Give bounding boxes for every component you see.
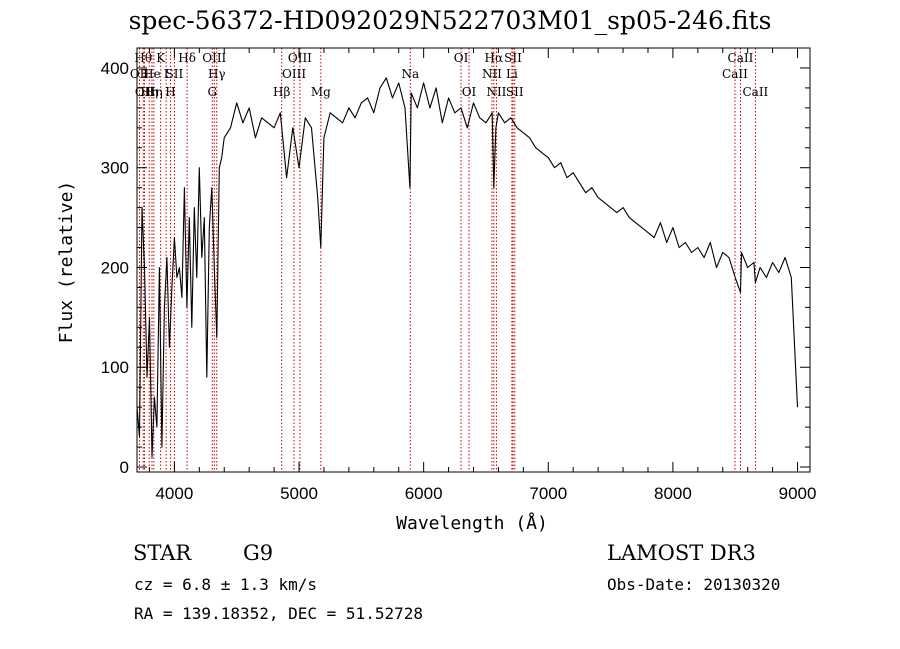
observation-date: Obs-Date: 20130320 [607,575,781,594]
line-labels: OIIHθOIIHηHeHηKIHSIIHδGOIIIHγHβOIIIOIIIM… [130,51,769,99]
line-label: OIII [288,51,312,65]
spectral-line-markers [138,48,756,472]
line-label: OII [130,67,150,81]
line-label: G [207,85,217,99]
line-label: Mg [311,85,331,99]
line-label: Hδ [178,51,196,65]
line-label: Li [506,67,518,81]
y-tick-label: 200 [101,258,129,277]
x-tick-label: 8000 [654,484,692,503]
line-label: Hη [145,85,163,99]
line-label: Hβ [273,85,290,99]
line-label: He [143,67,161,81]
line-label: SII [166,67,184,81]
line-label: Hγ [208,67,226,81]
y-tick-label: 400 [101,59,129,78]
y-tick-label: 300 [101,159,129,178]
x-tick-label: 5000 [280,484,318,503]
x-axis-ticks: 4000 5000 6000 7000 8000 9000 [148,48,817,503]
line-label: H [165,85,175,99]
plot-frame [136,47,811,473]
line-label: Hα [485,51,504,65]
x-tick-label: 6000 [405,484,443,503]
x-axis-label: Wavelength (Å) [396,512,548,534]
line-label: OII [135,85,155,99]
object-subclass: G9 [243,541,274,565]
y-tick-label: 100 [101,358,129,377]
object-class: STAR [133,541,192,565]
redshift-cz: cz = 6.8 ± 1.3 km/s [134,575,318,594]
spectrum-line [136,77,799,458]
line-label: SII [506,85,524,99]
ra-dec-coordinates: RA = 139.18352, DEC = 51.52728 [134,604,423,623]
y-axis-label: Flux (relative) [56,181,77,344]
line-label: CaII [722,67,748,81]
survey-name: LAMOST DR3 [607,541,756,565]
line-label: CaII [742,85,768,99]
x-tick-label: 9000 [779,484,817,503]
line-label: I [164,67,169,81]
line-label: Hη [140,85,158,99]
line-label: Na [401,67,419,81]
chart-title: spec-56372-HD092029N522703M01_sp05-246.f… [128,6,772,35]
line-label: K [156,51,166,65]
y-tick-label: 0 [120,458,129,477]
line-label: OIII [202,51,226,65]
line-label: CaII [728,51,754,65]
line-label: OIII [282,67,306,81]
line-label: NII [482,67,502,81]
x-tick-label: 7000 [529,484,567,503]
y-axis-ticks: 0 100 200 300 400 [101,59,810,477]
line-label: SII [504,51,522,65]
x-tick-label: 4000 [155,484,193,503]
spectrum-series [136,77,799,458]
line-label: OI [462,85,477,99]
line-label: OI [454,51,469,65]
line-label: Hθ [134,51,152,65]
line-label: NII [486,85,506,99]
plot-axes [136,47,811,473]
